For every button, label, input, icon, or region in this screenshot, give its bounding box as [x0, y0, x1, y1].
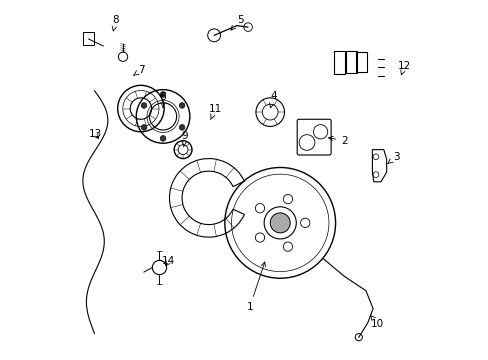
Text: 7: 7: [133, 65, 144, 76]
Text: 6: 6: [160, 92, 166, 108]
Circle shape: [179, 125, 184, 130]
Text: 11: 11: [208, 104, 222, 120]
Text: 1: 1: [246, 262, 265, 312]
Text: 2: 2: [328, 136, 347, 146]
Bar: [333, 50, 345, 74]
Circle shape: [141, 125, 146, 130]
Text: 13: 13: [88, 129, 102, 139]
Circle shape: [160, 135, 165, 141]
Circle shape: [141, 103, 146, 108]
Text: 10: 10: [370, 316, 383, 329]
Bar: [83, 32, 94, 45]
Circle shape: [270, 213, 290, 233]
Circle shape: [160, 91, 165, 97]
Text: 12: 12: [397, 62, 410, 75]
Text: 3: 3: [387, 152, 399, 163]
Text: 9: 9: [181, 131, 187, 147]
Text: 8: 8: [112, 15, 119, 31]
Bar: [355, 52, 366, 72]
Circle shape: [179, 103, 184, 108]
Text: 4: 4: [269, 91, 277, 108]
Text: 14: 14: [162, 256, 175, 266]
Text: 5: 5: [230, 15, 243, 30]
Bar: [345, 51, 357, 73]
